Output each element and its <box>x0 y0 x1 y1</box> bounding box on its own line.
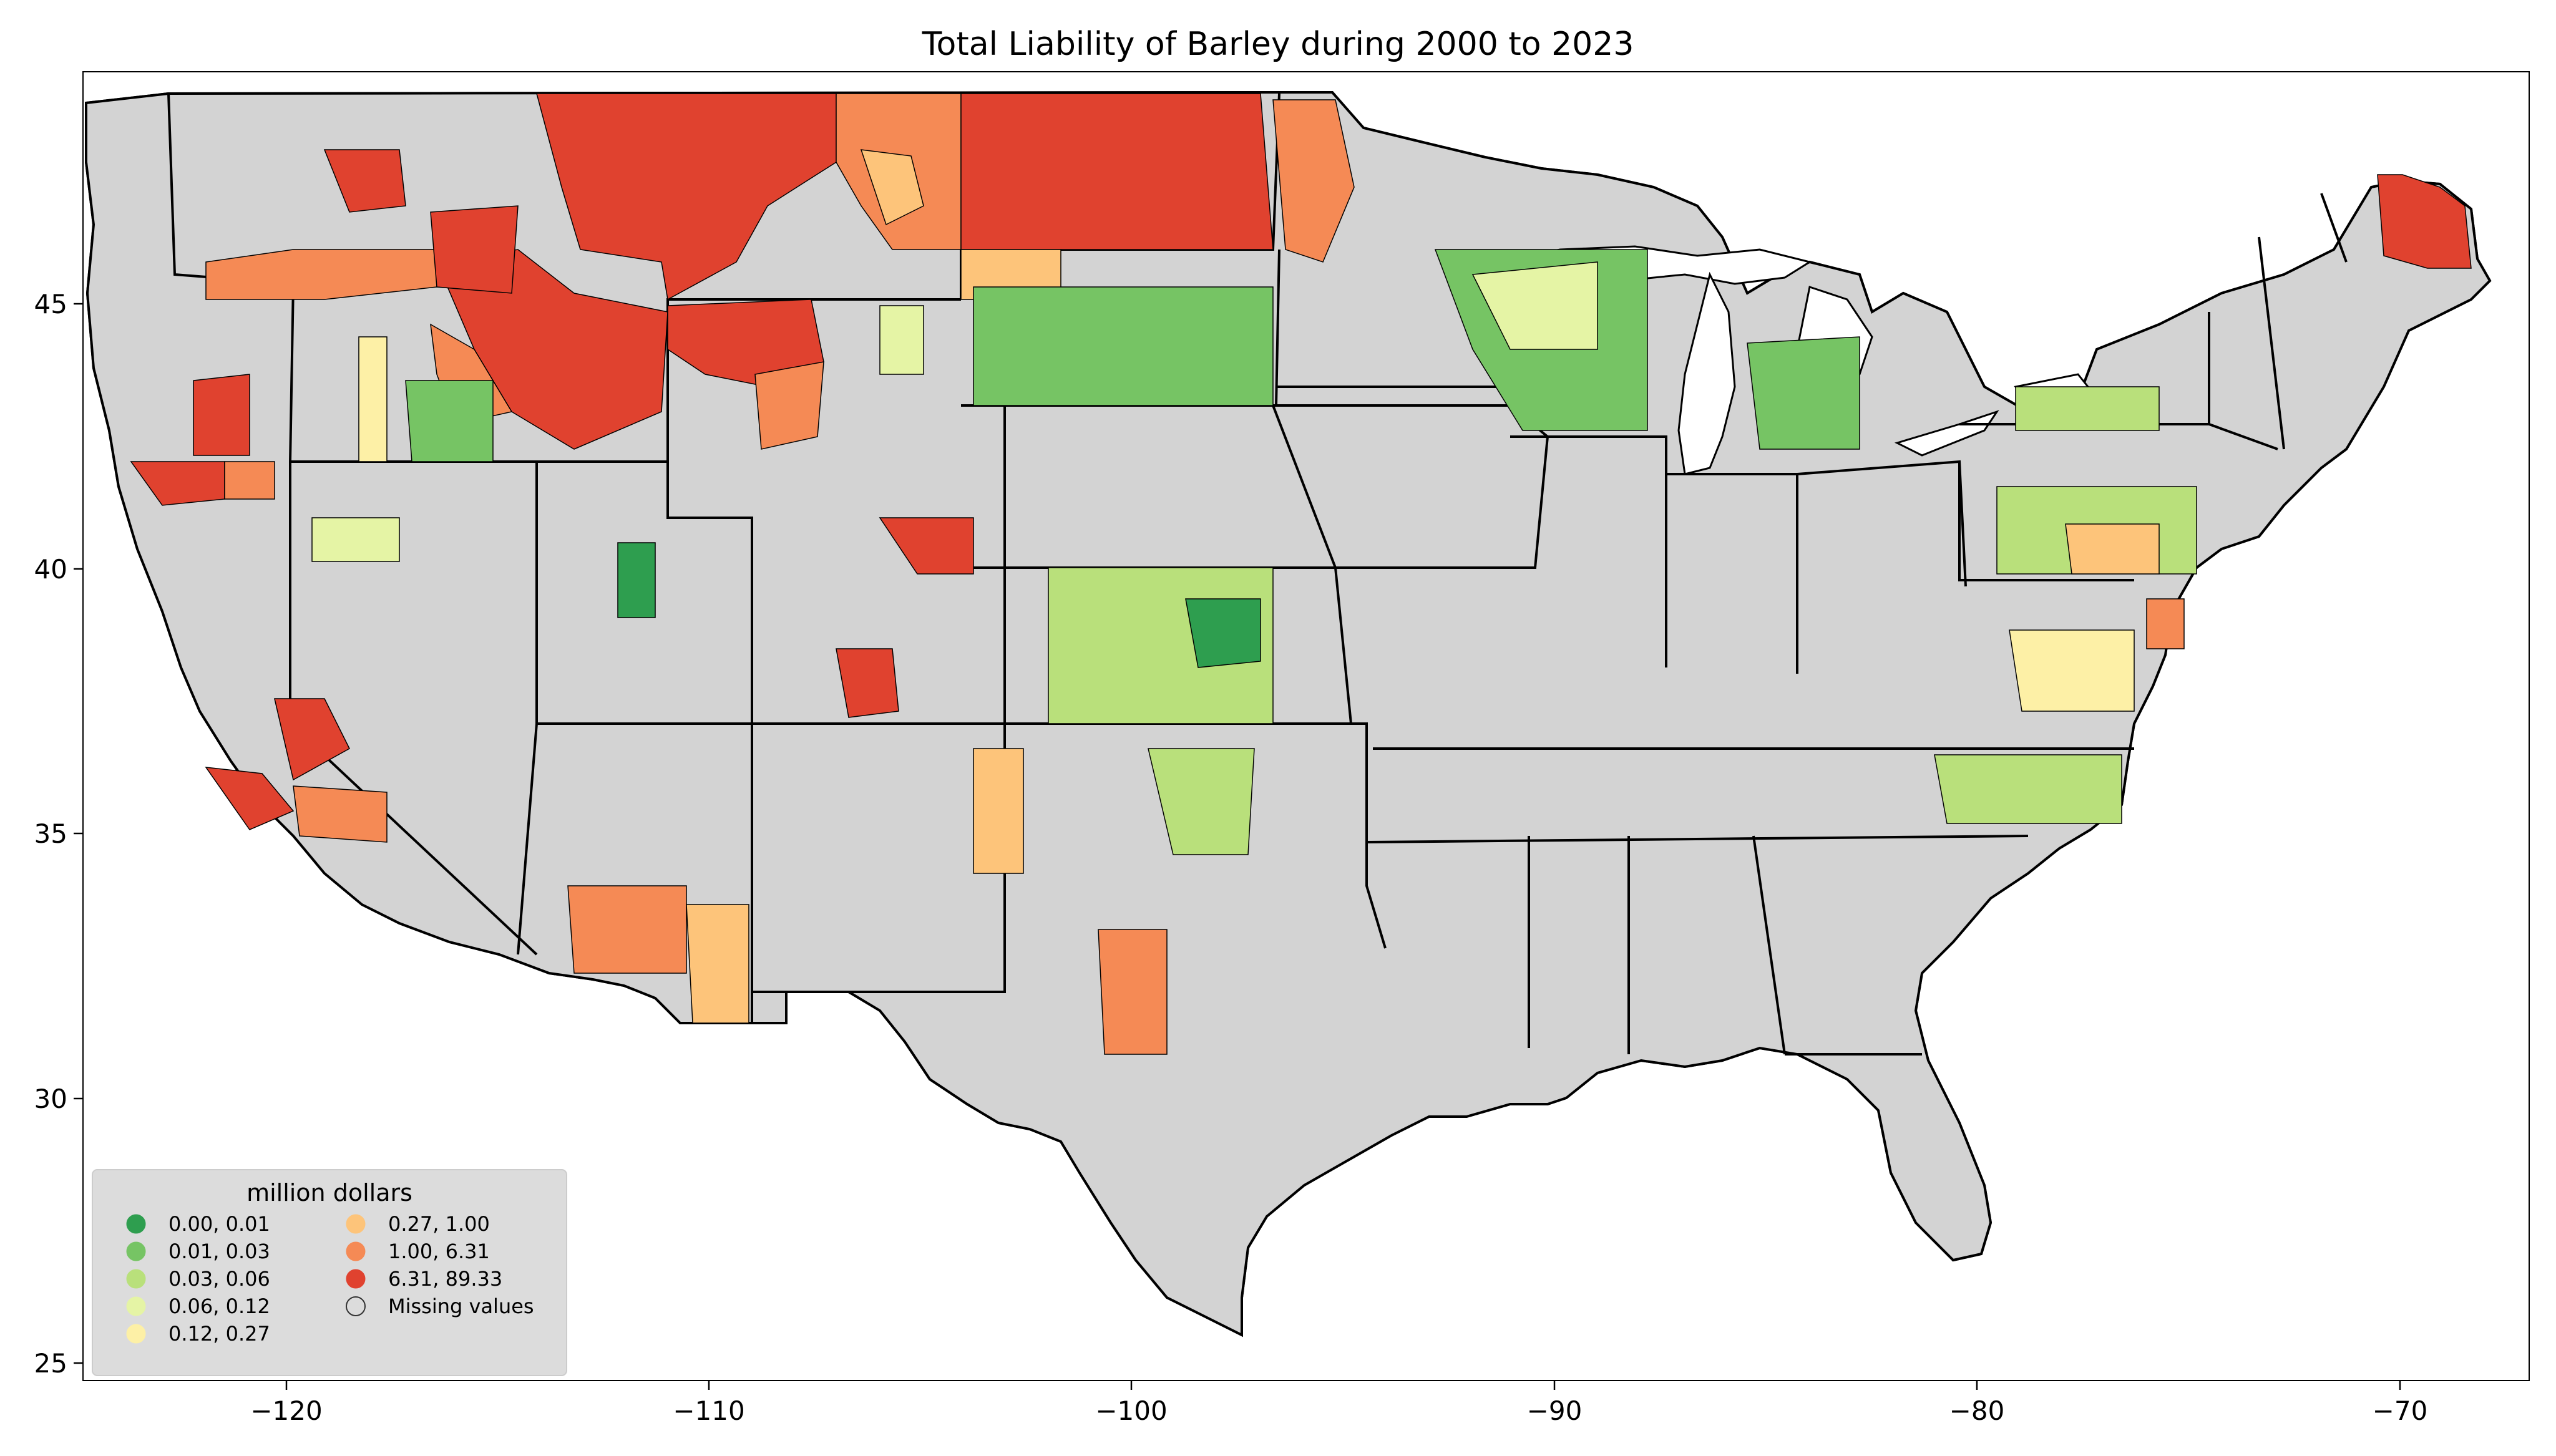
region-or-red-2 <box>193 374 250 456</box>
x-axis <box>285 1381 2401 1390</box>
y-tick-label: 45 <box>34 289 67 319</box>
x-tick-labels: −120 −110 −100 −90 −80 −70 <box>250 1395 2427 1426</box>
region-az-peach <box>686 904 749 1024</box>
y-tick-labels: 45 40 35 30 25 <box>34 289 67 1379</box>
region-id-green <box>405 380 494 462</box>
legend-label: 0.03, 0.06 <box>168 1267 270 1291</box>
region-pa-peach <box>2065 523 2160 575</box>
legend-label: 6.31, 89.33 <box>388 1267 502 1291</box>
region-nd-high <box>960 93 1274 250</box>
region-id-yellow <box>358 336 388 462</box>
x-tick-label: −80 <box>1949 1395 2005 1426</box>
region-mi-green <box>1747 336 1860 450</box>
region-co-red-2 <box>879 517 974 575</box>
y-tick-label: 40 <box>34 554 67 585</box>
region-ca-orange <box>224 461 275 500</box>
x-tick-label: −110 <box>673 1395 744 1426</box>
map-title: Total Liability of Barley during 2000 to… <box>922 26 1634 63</box>
legend-label: 0.01, 0.03 <box>168 1240 270 1263</box>
lake-michigan <box>1677 271 1736 475</box>
legend-label: 1.00, 6.31 <box>388 1240 490 1263</box>
legend-marker <box>346 1269 366 1289</box>
region-md-orange <box>2146 598 2185 649</box>
region-nm-peach <box>973 748 1024 874</box>
y-tick-label: 25 <box>34 1348 67 1379</box>
legend-label: Missing values <box>388 1294 534 1318</box>
region-ks-green <box>1185 598 1261 668</box>
region-tx-orange <box>1098 929 1168 1055</box>
legend-marker <box>126 1296 146 1316</box>
region-montana-peach <box>860 149 924 226</box>
value-regions <box>130 93 2472 1055</box>
region-wyoming-orange <box>754 361 824 450</box>
x-tick-label: −90 <box>1527 1395 1583 1426</box>
region-ca-south-orange <box>293 785 388 843</box>
region-nv-yellow <box>311 517 400 562</box>
legend-label: 0.27, 1.00 <box>388 1212 490 1236</box>
legend-title: million dollars <box>246 1179 412 1206</box>
legend-box <box>92 1169 567 1376</box>
legend-marker-missing <box>346 1296 366 1316</box>
y-axis <box>74 303 83 1364</box>
region-nc-green <box>1934 754 2122 824</box>
region-va-yellow <box>2009 629 2135 712</box>
map-layer <box>85 91 2492 1337</box>
legend-marker <box>126 1241 146 1261</box>
region-wi-yellow <box>1471 261 1598 350</box>
region-sd-light <box>879 305 924 375</box>
x-tick-label: −100 <box>1095 1395 1167 1426</box>
lake-erie <box>1894 410 1999 457</box>
region-az <box>567 885 687 974</box>
region-or-red <box>430 205 519 294</box>
legend-marker <box>126 1324 146 1344</box>
legend-label: 0.06, 0.12 <box>168 1294 270 1318</box>
y-tick-label: 30 <box>34 1084 67 1114</box>
x-tick-label: −70 <box>2373 1395 2428 1426</box>
region-ut-green <box>617 542 656 618</box>
region-mn-orange <box>1272 99 1355 263</box>
region-ca-south-red <box>205 767 295 830</box>
region-ca-central-red <box>274 698 350 781</box>
legend-marker <box>346 1241 366 1261</box>
state-borders <box>167 93 2348 1056</box>
legend-marker <box>126 1214 146 1234</box>
region-sd-green <box>973 286 1274 406</box>
region-ny-green <box>2015 386 2160 431</box>
legend-marker <box>346 1214 366 1234</box>
x-tick-label: −120 <box>250 1395 322 1426</box>
legend-label: 0.00, 0.01 <box>168 1212 270 1236</box>
y-tick-label: 35 <box>34 818 67 849</box>
legend-label: 0.12, 0.27 <box>168 1322 270 1346</box>
legend: million dollars 0.00, 0.01 0.01, 0.03 0.03… <box>92 1169 567 1376</box>
legend-marker <box>126 1269 146 1289</box>
region-ok-green <box>1148 748 1255 855</box>
region-co-red <box>836 648 899 718</box>
region-wa-red <box>323 149 406 213</box>
region-maine-red <box>2377 174 2472 269</box>
